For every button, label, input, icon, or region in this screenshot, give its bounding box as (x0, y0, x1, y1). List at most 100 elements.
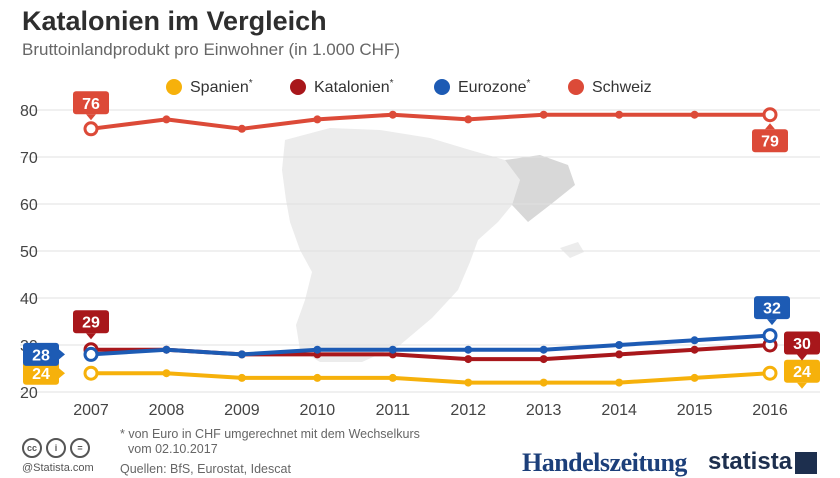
value-label-pointer (86, 333, 96, 340)
data-point (83, 346, 99, 362)
data-point (237, 350, 246, 359)
x-tick-label: 2016 (752, 402, 788, 419)
value-label-text: 76 (82, 96, 100, 113)
legend-swatch (166, 79, 182, 95)
statista-credit: @Statista.com (22, 462, 94, 474)
series-line (89, 112, 772, 131)
legend-swatch (568, 79, 584, 95)
value-label-pointer (767, 319, 777, 326)
value-label: 24 (784, 359, 820, 389)
legend-series-name: Eurozone (458, 79, 527, 96)
value-label: 24 (23, 361, 65, 385)
statista-logo[interactable]: statista (708, 448, 793, 475)
data-point (83, 365, 99, 381)
value-label: 76 (73, 91, 109, 121)
y-tick-label: 80 (20, 103, 38, 120)
value-label: 29 (73, 310, 109, 340)
y-tick-label: 70 (20, 150, 38, 167)
value-label-box (784, 359, 820, 383)
x-tick-label: 2015 (677, 402, 713, 419)
x-axis: 2007 2008 2009 2010 2011 2012 2013 2014 2015 2016 (73, 402, 788, 419)
legend-series-name: Spanien (190, 79, 249, 96)
data-point (313, 115, 322, 124)
data-point (464, 378, 473, 387)
y-tick-label: 20 (20, 385, 38, 402)
data-point (162, 115, 171, 124)
data-point (464, 115, 473, 124)
data-point (464, 345, 473, 354)
data-point (615, 341, 624, 349)
value-label-box (784, 331, 820, 355)
value-label-text: 30 (793, 336, 811, 353)
data-point (388, 373, 397, 382)
series-lines (83, 107, 778, 387)
x-tick-label: 2007 (73, 402, 109, 419)
value-label-box (754, 296, 790, 320)
value-label-pointer (59, 368, 65, 379)
data-point (313, 345, 322, 354)
legend-series-name: Schweiz (592, 79, 652, 96)
value-label-pointer (797, 354, 807, 361)
data-point (388, 345, 397, 354)
y-tick-label: 50 (20, 244, 38, 261)
value-label-text: 32 (763, 301, 781, 318)
value-label: 28 (23, 342, 65, 366)
footnote: * von Euro in CHF umgerechnet mit dem We… (120, 427, 420, 457)
legend-label: Spanien* (190, 78, 253, 96)
data-point (388, 110, 397, 119)
data-point (762, 107, 778, 123)
data-point (690, 336, 699, 345)
value-label-box (23, 361, 59, 385)
series-spanien (83, 365, 778, 387)
x-tick-label: 2013 (526, 402, 562, 419)
data-point (539, 345, 548, 354)
nd-icon: = (70, 438, 90, 458)
legend-label: Schweiz (592, 79, 652, 96)
x-tick-label: 2011 (376, 402, 411, 419)
legend-footnote-marker: * (390, 78, 394, 89)
data-point (762, 328, 778, 344)
data-point (539, 378, 548, 387)
value-label-pointer (797, 382, 807, 389)
data-point (539, 110, 548, 119)
line-chart: 20304050607080 2007200820092010201120122… (20, 78, 820, 419)
series-eurozone (83, 328, 778, 362)
value-label: 32 (754, 296, 790, 326)
legend-series-name: Katalonien (314, 79, 390, 96)
chart-subtitle: Bruttoinlandprodukt pro Einwohner (in 1.… (22, 40, 400, 59)
legend-footnote-marker: * (249, 78, 253, 89)
legend-swatch (434, 79, 450, 95)
value-label-box (23, 342, 59, 366)
value-label: 30 (784, 331, 820, 361)
data-point (762, 365, 778, 381)
series-schweiz (83, 107, 778, 137)
legend-footnote-marker: * (527, 78, 531, 89)
data-point (690, 110, 699, 119)
value-label-text: 24 (793, 364, 811, 381)
value-label-box (752, 129, 788, 153)
series-line (89, 333, 772, 357)
legend-label: Eurozone* (458, 78, 531, 96)
statista-icon (795, 452, 817, 474)
data-point (615, 378, 624, 387)
y-tick-label: 60 (20, 197, 38, 214)
data-point (539, 355, 548, 364)
license-icons: cc i = (22, 438, 90, 458)
legend-label: Katalonien* (314, 78, 394, 96)
legend: Spanien* Katalonien* Eurozone* Schweiz (166, 78, 652, 96)
value-label: 79 (752, 123, 788, 153)
handelszeitung-logo[interactable]: Handelszeitung (522, 448, 687, 477)
value-label-box (73, 310, 109, 334)
data-point (83, 121, 99, 137)
value-label-pointer (59, 349, 65, 360)
legend-swatch (290, 79, 306, 95)
value-label-pointer (86, 114, 96, 121)
legend-item: Eurozone* (434, 78, 531, 96)
x-tick-label: 2014 (601, 402, 637, 419)
series-line (89, 371, 772, 385)
value-label-text: 29 (82, 315, 100, 332)
y-tick-label: 40 (20, 291, 38, 308)
value-label-box (73, 91, 109, 115)
value-label-pointer (765, 123, 775, 130)
data-point (615, 110, 624, 119)
